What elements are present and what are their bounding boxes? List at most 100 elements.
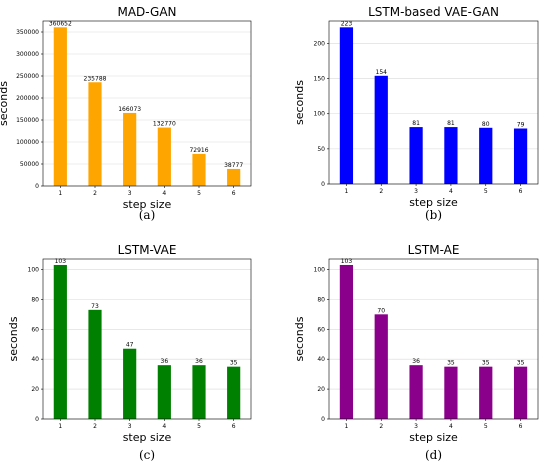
bar [513, 366, 528, 419]
y-tick-label: 40 [317, 356, 325, 363]
x-tick-label: 5 [484, 423, 488, 430]
bar [479, 366, 493, 419]
y-tick-label: 200000 [16, 95, 39, 102]
data-label: 35 [447, 360, 455, 367]
bar [53, 27, 67, 186]
data-label: 81 [412, 120, 420, 127]
bar [192, 153, 206, 186]
plot-frame [42, 258, 252, 420]
y-axis-label: seconds [293, 316, 306, 361]
y-tick-label: 0 [321, 416, 325, 423]
x-tick-label: 3 [414, 188, 418, 195]
x-tick-label: 3 [128, 190, 132, 197]
x-tick-label: 4 [449, 188, 453, 195]
data-label: 36 [195, 358, 203, 365]
bar [53, 264, 67, 419]
y-tick-label: 350000 [16, 29, 39, 36]
x-tick-label: 5 [484, 188, 488, 195]
chart-title: MAD-GAN [117, 5, 176, 19]
data-label: 166073 [118, 106, 141, 113]
y-tick-label: 20 [31, 386, 39, 393]
data-label: 36 [161, 358, 169, 365]
data-label: 36 [412, 358, 420, 365]
plot-frame [328, 20, 539, 185]
x-tick-label: 1 [345, 188, 349, 195]
y-axis-label: seconds [7, 316, 20, 361]
y-axis-label: seconds [0, 81, 10, 126]
x-tick-label: 2 [379, 188, 383, 195]
x-tick-label: 6 [232, 190, 236, 197]
bar [374, 314, 388, 419]
data-label: 35 [482, 360, 490, 367]
y-tick-label: 0 [35, 183, 39, 190]
bar [227, 366, 241, 419]
panel-caption: (a) [139, 208, 156, 222]
x-axis-label: step size [123, 198, 172, 211]
y-tick-label: 50000 [20, 161, 39, 168]
y-tick-label: 200 [314, 40, 326, 47]
y-tick-label: 300000 [16, 51, 39, 58]
bar [157, 365, 171, 419]
bar [409, 365, 423, 419]
bar [123, 112, 137, 186]
y-axis-label: seconds [293, 80, 306, 125]
panel-caption: (d) [425, 448, 442, 462]
x-axis-label: step size [123, 431, 172, 444]
y-tick-label: 0 [321, 181, 325, 188]
y-tick-label: 100000 [16, 139, 39, 146]
y-tick-label: 100 [314, 111, 326, 118]
chart-title: LSTM-AE [408, 243, 460, 257]
chart-title: LSTM-based VAE-GAN [368, 5, 499, 19]
bar [157, 127, 171, 186]
data-label: 360652 [49, 20, 72, 27]
y-tick-label: 60 [317, 326, 325, 333]
y-tick-label: 40 [31, 356, 39, 363]
data-label: 70 [377, 307, 385, 314]
x-tick-label: 6 [232, 423, 236, 430]
panel-lstm-ae: 0 20 40 60 80 100 103 1 70 2 36 3 35 4 35 5 35 6 LSTM-AE st… [293, 243, 539, 462]
data-label: 35 [517, 360, 525, 367]
panel-lstm-based-vae-gan: 0 50 100 150 200 223 1 154 2 81 3 81 4 80 5 79 6 LSTM-bas… [293, 5, 539, 222]
x-tick-label: 6 [519, 423, 523, 430]
y-tick-label: 250000 [16, 73, 39, 80]
x-tick-label: 1 [58, 190, 62, 197]
data-label: 132770 [153, 121, 176, 128]
x-tick-label: 5 [197, 190, 201, 197]
data-label: 73 [91, 303, 99, 310]
y-tick-label: 80 [317, 296, 325, 303]
data-label: 80 [482, 121, 490, 128]
x-tick-label: 4 [449, 423, 453, 430]
data-label: 47 [126, 342, 134, 349]
bar [444, 366, 458, 419]
x-axis-label: step size [409, 196, 458, 209]
x-tick-label: 2 [379, 423, 383, 430]
x-tick-label: 4 [162, 423, 166, 430]
data-label: 223 [341, 20, 353, 27]
data-label: 35 [230, 360, 238, 367]
y-tick-label: 60 [31, 326, 39, 333]
x-tick-label: 6 [519, 188, 523, 195]
y-tick-label: 150 [314, 76, 326, 83]
data-label: 103 [341, 258, 353, 265]
bar [123, 348, 137, 419]
bar [192, 365, 206, 419]
x-tick-label: 1 [345, 423, 349, 430]
panel-caption: (c) [139, 448, 155, 462]
y-tick-label: 50 [317, 146, 325, 153]
data-label: 81 [447, 120, 455, 127]
bar [227, 168, 241, 186]
panel-mad-gan: 0 50000 100000 150000 200000 250000 300000 3500… [0, 5, 252, 222]
chart-title: LSTM-VAE [118, 243, 177, 257]
x-tick-label: 3 [414, 423, 418, 430]
data-label: 103 [55, 258, 67, 265]
x-tick-label: 3 [128, 423, 132, 430]
x-tick-label: 1 [58, 423, 62, 430]
data-label: 79 [517, 121, 525, 128]
bar [339, 27, 354, 185]
bar [88, 309, 102, 419]
x-tick-label: 2 [93, 423, 97, 430]
y-tick-label: 20 [317, 386, 325, 393]
data-label: 235788 [84, 75, 107, 82]
